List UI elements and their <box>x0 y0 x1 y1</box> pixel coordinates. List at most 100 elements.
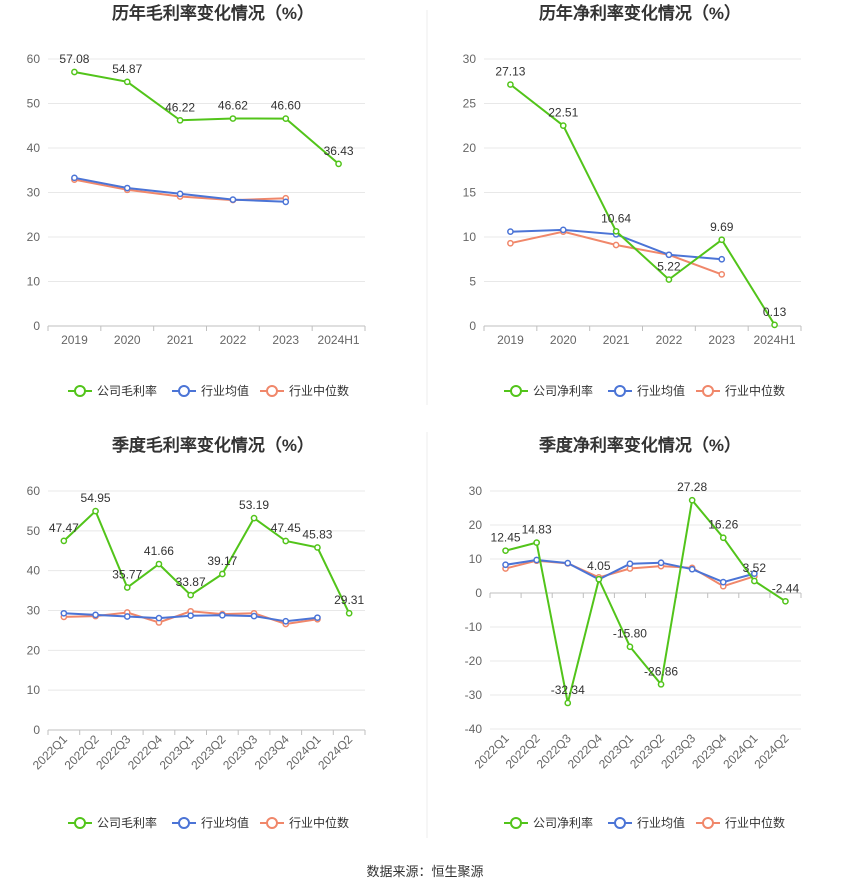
data-label: 46.62 <box>218 99 248 113</box>
data-point-industry-mean <box>282 617 290 625</box>
y-tick-label: -30 <box>465 688 483 702</box>
data-point-industry-median <box>612 241 620 249</box>
data-point-industry-mean <box>219 611 226 619</box>
data-label: 33.87 <box>176 575 206 589</box>
chart-annual-net: 历年净利率变化情况（%） 0 5 10 15 20 25 30 2019 2020 2021 2022… <box>463 3 802 398</box>
data-label: 57.08 <box>59 52 89 66</box>
data-label: 22.51 <box>548 106 578 120</box>
data-point-company <box>92 507 99 515</box>
data-point-company <box>123 78 131 86</box>
legend-label: 公司净利率 <box>533 815 593 830</box>
data-point-industry-mean <box>123 613 131 620</box>
legend-item-industry-median[interactable]: 行业中位数 <box>260 383 349 398</box>
legend-marker-icon <box>510 385 522 397</box>
data-point-company <box>688 496 696 504</box>
legend-item-company[interactable]: 公司净利率 <box>504 815 593 830</box>
legend-label: 公司毛利率 <box>97 383 157 398</box>
data-point-industry-mean <box>155 614 163 622</box>
legend-label: 公司毛利率 <box>97 815 157 830</box>
data-point-industry-mean <box>626 560 634 568</box>
y-tick-label: 5 <box>469 275 476 289</box>
y-tick-label: -40 <box>465 722 483 736</box>
data-point-company <box>314 544 321 551</box>
data-label: -26.86 <box>644 664 678 678</box>
data-point-industry-mean <box>688 565 696 573</box>
data-point-industry-mean <box>665 251 673 259</box>
legend-label: 行业均值 <box>201 815 249 830</box>
y-tick-label: 60 <box>27 484 41 498</box>
data-label: 14.83 <box>522 523 552 537</box>
y-tick-label: 15 <box>463 186 477 200</box>
legend-label: 行业均值 <box>201 383 249 398</box>
legend-marker-icon <box>510 817 522 829</box>
legend-marker-icon <box>74 385 86 397</box>
data-point-company <box>665 276 673 283</box>
y-tick-label: 30 <box>27 604 41 618</box>
x-tick-label: 2019 <box>497 333 524 347</box>
data-point-industry-mean <box>60 609 68 617</box>
data-label: 5.22 <box>657 260 681 274</box>
series-line-company <box>74 71 340 165</box>
data-point-industry-mean <box>187 612 194 620</box>
legend-item-industry-median[interactable]: 行业中位数 <box>260 815 349 830</box>
legend-item-industry-median[interactable]: 行业中位数 <box>696 383 785 398</box>
data-point-company <box>751 577 758 585</box>
data-point-industry-mean <box>176 190 184 198</box>
legend-item-company[interactable]: 公司毛利率 <box>68 383 157 398</box>
chart-title: 季度毛利率变化情况（%） <box>112 435 314 455</box>
y-tick-label: 30 <box>27 186 41 200</box>
legend-item-company[interactable]: 公司净利率 <box>504 383 593 398</box>
x-tick-label: 2024H1 <box>754 333 796 347</box>
legend-item-industry-mean[interactable]: 行业均值 <box>172 383 249 398</box>
y-tick-label: 30 <box>463 52 477 66</box>
legend-marker-icon <box>74 817 86 829</box>
data-label: 36.43 <box>324 144 354 158</box>
data-point-industry-mean <box>559 226 567 234</box>
data-point-industry-mean <box>502 561 509 569</box>
data-point-company <box>282 537 290 545</box>
data-point-industry-mean <box>564 559 572 567</box>
chart-quarterly-net: 季度净利率变化情况（%）-40-30-20-1001020302022Q1202… <box>465 435 802 830</box>
y-tick-label: 20 <box>469 518 483 532</box>
legend-marker-icon <box>266 817 278 829</box>
y-tick-label: 0 <box>33 319 40 333</box>
data-point-industry-mean <box>507 228 514 236</box>
data-label: 45.83 <box>302 527 332 541</box>
legend-label: 行业中位数 <box>289 383 349 398</box>
data-label: 9.69 <box>710 220 734 234</box>
y-tick-label: 0 <box>469 319 476 333</box>
y-tick-label: 60 <box>27 52 41 66</box>
data-label: 10.64 <box>601 211 631 225</box>
data-label: 47.47 <box>49 521 79 535</box>
data-point-company <box>60 537 68 545</box>
x-tick-label: 2023 <box>708 333 735 347</box>
data-point-company <box>718 236 726 244</box>
legend-item-industry-mean[interactable]: 行业均值 <box>608 815 685 830</box>
legend-marker-icon <box>614 817 626 829</box>
data-label: 54.87 <box>112 62 142 76</box>
data-label: 46.22 <box>165 100 195 114</box>
legend-item-industry-mean[interactable]: 行业均值 <box>172 815 249 830</box>
series-line-company <box>505 497 787 704</box>
x-tick-label: 2022 <box>656 333 683 347</box>
y-tick-label: 20 <box>27 230 41 244</box>
data-label: 35.77 <box>112 568 142 582</box>
y-tick-label: 40 <box>27 141 41 155</box>
data-point-company <box>595 575 603 583</box>
legend-marker-icon <box>702 385 714 397</box>
legend-label: 行业均值 <box>637 815 685 830</box>
legend-item-company[interactable]: 公司毛利率 <box>68 815 157 830</box>
data-point-company <box>657 680 665 688</box>
y-tick-label: 20 <box>27 643 41 657</box>
data-point-industry-median <box>507 239 514 247</box>
legend-item-industry-mean[interactable]: 行业均值 <box>608 383 685 398</box>
legend-item-industry-median[interactable]: 行业中位数 <box>696 815 785 830</box>
y-tick-label: 10 <box>463 230 477 244</box>
series-line-industry-median <box>510 230 723 276</box>
legend-label: 行业中位数 <box>725 815 785 830</box>
data-label: -2.44 <box>772 581 800 595</box>
y-tick-label: 10 <box>27 683 41 697</box>
legend-marker-icon <box>702 817 714 829</box>
data-point-company <box>612 227 620 235</box>
data-point-company <box>71 68 78 76</box>
